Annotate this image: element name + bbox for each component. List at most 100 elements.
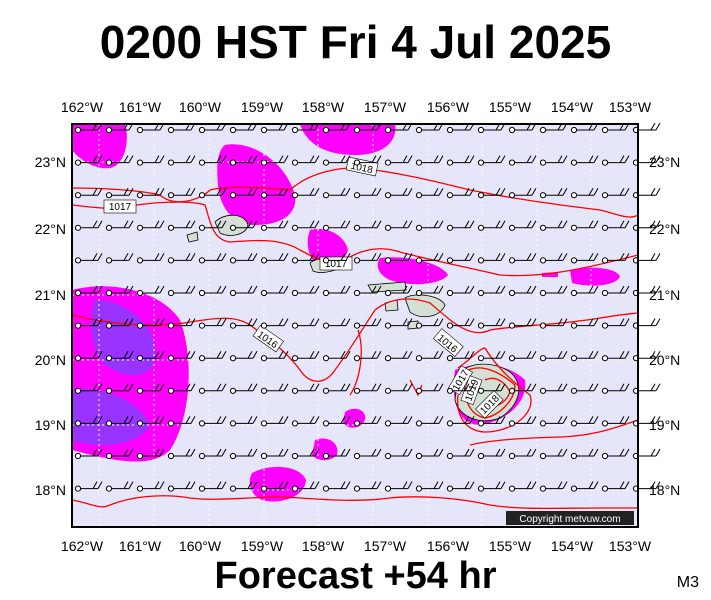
wind-barb — [167, 481, 196, 492]
wind-barb — [105, 350, 134, 362]
wind-barb — [415, 187, 444, 199]
wind-barb — [508, 350, 537, 362]
wind-barb — [508, 253, 537, 264]
wind-barb — [322, 285, 351, 297]
wind-barb — [384, 350, 413, 362]
wind-barb — [570, 285, 599, 297]
wind-barb — [291, 350, 320, 362]
wind-barb — [167, 285, 196, 297]
lat-label: 23°N — [649, 154, 680, 170]
wind-barb — [570, 253, 599, 264]
wind-barb — [601, 350, 630, 362]
isobar-1015 — [71, 495, 638, 510]
wind-barb — [446, 220, 475, 231]
wind-barb — [446, 155, 475, 166]
wind-barb — [446, 318, 475, 329]
wind-barb — [415, 220, 444, 231]
wind-barb — [105, 253, 134, 264]
wind-barb — [415, 481, 444, 492]
longitude-labels-top: 162°W 161°W 160°W 159°W 158°W 157°W 156°… — [61, 99, 652, 115]
wind-barb — [198, 481, 227, 492]
wind-barb — [322, 383, 351, 394]
wind-barb — [105, 383, 134, 394]
wind-barb — [384, 383, 413, 394]
wind-barb — [167, 350, 196, 362]
wind-barb — [384, 285, 413, 297]
wind-barb — [322, 318, 351, 329]
wind-barbs — [74, 122, 661, 492]
wind-barb — [260, 481, 289, 492]
isobar-1018 — [71, 167, 639, 218]
wind-barb — [570, 318, 599, 329]
wind-barb — [198, 187, 227, 199]
wind-barb — [291, 253, 320, 264]
wind-barb — [539, 187, 568, 199]
wind-barb — [446, 416, 475, 427]
wind-barb — [322, 481, 351, 492]
wind-barb — [74, 220, 103, 231]
wind-barb — [477, 122, 506, 134]
wind-barb — [570, 448, 599, 460]
island-niihau — [186, 231, 199, 243]
lat-label: 20°N — [649, 352, 680, 368]
isobar-label: 1017 — [109, 202, 132, 213]
lat-label: 22°N — [649, 221, 680, 237]
wind-barb — [601, 285, 630, 297]
wind-barb — [601, 383, 630, 394]
wind-barb — [353, 350, 382, 362]
wind-barb — [601, 448, 630, 460]
lon-label: 154°W — [551, 99, 594, 115]
wind-barb — [446, 448, 475, 460]
wind-barb — [136, 220, 165, 231]
map-frame — [71, 123, 639, 528]
wind-barb — [74, 350, 103, 362]
wind-barb — [229, 155, 258, 166]
wind-barb — [105, 481, 134, 492]
lon-label: 160°W — [179, 99, 222, 115]
wind-barb — [539, 481, 568, 492]
rain-area-east — [570, 267, 620, 286]
wind-barb — [105, 416, 134, 427]
copyright-text: Copyright metvuw.com — [519, 514, 620, 525]
wind-barb — [415, 383, 444, 394]
wind-barb — [74, 448, 103, 460]
wind-barb — [260, 187, 289, 199]
wind-barb — [446, 383, 475, 394]
wind-barb — [260, 318, 289, 329]
wind-barb — [74, 481, 103, 492]
wind-barb — [198, 253, 227, 264]
copyright-box — [506, 511, 634, 525]
wind-barb — [198, 383, 227, 394]
wind-barb — [291, 285, 320, 297]
wind-barb — [508, 220, 537, 231]
lon-label: 154°W — [551, 538, 594, 554]
isobar-south-hawaii — [469, 419, 639, 446]
wind-barb — [105, 187, 134, 199]
forecast-label: Forecast +54 hr — [214, 555, 497, 597]
wind-barb — [353, 448, 382, 460]
wind-barb — [74, 122, 103, 134]
wind-barb — [508, 318, 537, 329]
wind-barb — [229, 318, 258, 329]
wind-barb — [384, 187, 413, 199]
lat-label: 20°N — [35, 352, 66, 368]
wind-barb — [477, 220, 506, 231]
wind-barb — [539, 383, 568, 394]
wind-barb — [415, 448, 444, 460]
wind-barb — [229, 481, 258, 492]
wind-barb — [136, 187, 165, 199]
wind-barb — [105, 220, 134, 231]
wind-barb — [446, 481, 475, 492]
wind-barb — [477, 253, 506, 264]
wind-barb — [384, 481, 413, 492]
wind-barb — [384, 253, 413, 264]
wind-barb — [167, 416, 196, 427]
wind-barb — [477, 155, 506, 166]
lon-label: 158°W — [302, 99, 345, 115]
wind-barb — [601, 253, 630, 264]
wind-barb — [322, 253, 351, 264]
wind-barb — [291, 448, 320, 460]
rain-area-kauai — [217, 144, 296, 225]
wind-barb — [601, 220, 630, 231]
wind-barb — [415, 155, 444, 166]
